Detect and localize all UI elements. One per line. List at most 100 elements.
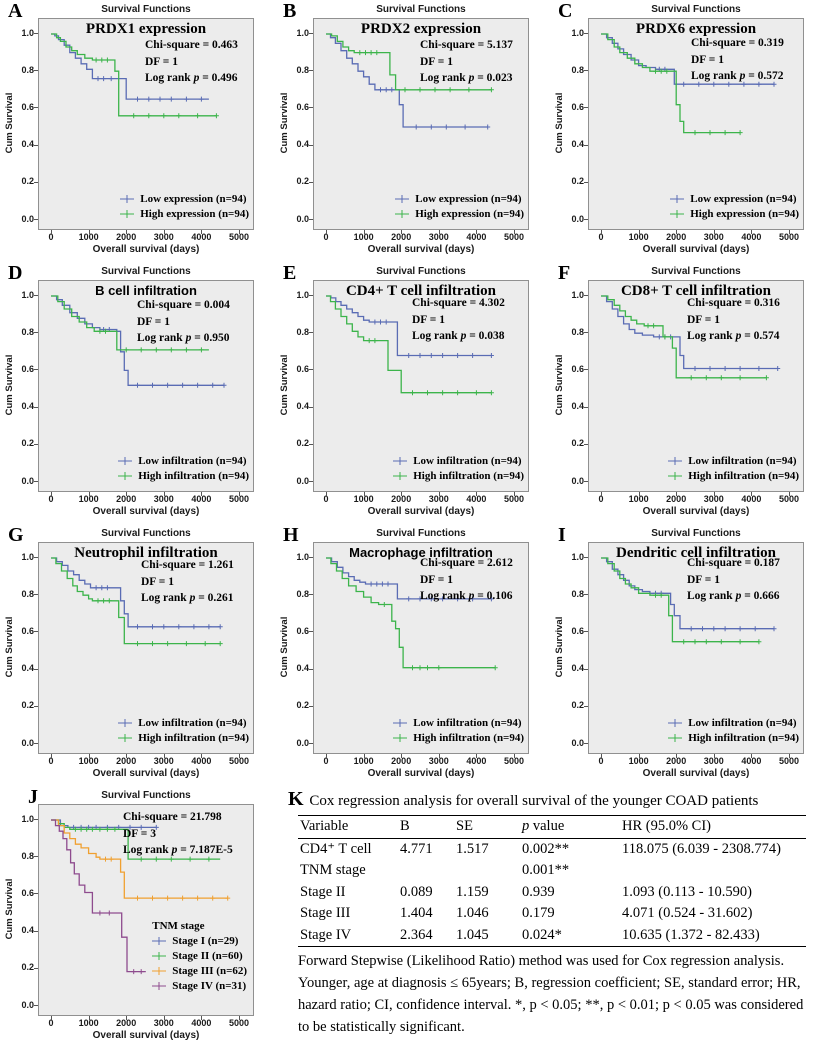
y-tick-label: 0.6	[21, 363, 34, 374]
censor-marks	[97, 328, 204, 353]
log-rank-stat: Log rank p = 0.023	[420, 72, 513, 85]
y-tick-mark	[309, 369, 313, 371]
legend-label: Low infiltration (n=94)	[688, 716, 797, 729]
y-tick-mark	[584, 144, 588, 146]
x-axis-label: Overall survival (days)	[92, 1030, 200, 1041]
y-tick-label: 0.8	[571, 326, 584, 337]
panel-c: C Survival Functions PRDX6 expression Ch…	[550, 0, 824, 258]
panel-b: B Survival Functions PRDX2 expression Ch…	[275, 0, 549, 258]
x-tick-mark	[476, 492, 478, 496]
y-tick-label: 0.2	[571, 438, 584, 449]
x-tick-mark	[789, 754, 790, 758]
x-tick-label: 3000	[703, 494, 724, 504]
df-stat: DF = 3	[123, 827, 156, 840]
panel-k: K Cox regression analysis for overall su…	[288, 788, 820, 1038]
legend-item: Stage III (n=62)	[150, 963, 247, 978]
y-tick-label: 0.0	[571, 213, 584, 224]
censor-marks	[645, 323, 769, 381]
y-tick-label: 1.0	[296, 289, 309, 300]
y-tick-label: 1.0	[21, 551, 34, 562]
x-tick-label: 4000	[466, 232, 487, 242]
legend-item: High expression (n=94)	[118, 206, 249, 221]
plot-title: B cell infiltration	[95, 283, 197, 298]
plot-area: PRDX6 expression Chi-square = 0.319 DF =…	[588, 18, 804, 230]
plot-title: Neutrophil infiltration	[74, 545, 218, 561]
panel-header: Survival Functions	[376, 266, 466, 277]
x-tick-mark	[126, 1016, 128, 1020]
y-tick-label: 0.4	[296, 401, 309, 412]
stats-block: Chi-square = 21.798 DF = 3 Log rank p = …	[123, 809, 233, 859]
y-tick-label: 0.8	[571, 64, 584, 75]
legend-item: High infiltration (n=94)	[116, 468, 249, 483]
legend-glyph-icon	[393, 733, 408, 742]
legend-label: Low infiltration (n=94)	[413, 454, 522, 467]
y-tick-label: 1.0	[21, 289, 34, 300]
table-cell: Stage II	[300, 883, 346, 900]
survival-curves-svg	[51, 557, 223, 647]
y-tick-mark	[34, 406, 38, 408]
y-tick-mark	[34, 856, 38, 858]
table-cell: 0.939	[522, 883, 555, 900]
x-tick-mark	[438, 230, 440, 234]
table-title-line: K Cox regression analysis for overall su…	[288, 788, 820, 811]
table-cell	[398, 860, 454, 882]
censor-marks	[95, 76, 204, 102]
df-stat: DF = 1	[137, 315, 170, 328]
legend-glyph-icon	[118, 718, 133, 727]
censor-marks	[653, 68, 743, 136]
x-tick-mark	[126, 492, 128, 496]
y-tick-mark	[34, 443, 38, 445]
x-tick-label: 0	[598, 756, 604, 766]
censor-marks	[357, 50, 494, 93]
x-tick-mark	[326, 754, 327, 758]
log-rank-stat: Log rank p = 0.950	[137, 332, 230, 345]
legend-label: Stage II (n=60)	[172, 949, 243, 962]
y-tick-mark	[309, 144, 313, 146]
x-tick-label: 5000	[228, 1018, 250, 1028]
x-tick-label: 2000	[666, 232, 687, 242]
y-tick-label: 0.8	[296, 326, 309, 337]
table-cell: 0.179	[522, 905, 555, 922]
y-tick-label: 0.2	[296, 176, 309, 187]
y-tick-mark	[584, 219, 588, 220]
x-tick-label: 3000	[703, 756, 724, 766]
censor-marks	[378, 87, 491, 130]
y-tick-label: 1.0	[571, 551, 584, 562]
y-tick-label: 0.2	[296, 700, 309, 711]
censor-marks	[97, 910, 144, 975]
survival-curves-svg	[51, 295, 227, 388]
y-tick-mark	[34, 144, 38, 146]
table-cell	[620, 860, 806, 882]
y-tick-mark	[584, 406, 588, 408]
y-tick-mark	[309, 443, 313, 445]
y-tick-label: 0.6	[21, 625, 34, 636]
table-cell: 1.159	[456, 883, 489, 900]
legend-glyph-icon	[152, 981, 167, 990]
panel-header: Survival Functions	[651, 266, 741, 277]
table-cell: 2.364	[400, 926, 433, 943]
x-tick-mark	[239, 230, 240, 234]
x-tick-label: 3000	[428, 756, 449, 766]
legend-item: High expression (n=94)	[393, 206, 524, 221]
legend-glyph-icon	[670, 194, 685, 203]
x-tick-label: 5000	[503, 756, 525, 766]
y-tick-label: 0.4	[296, 663, 309, 674]
x-tick-label: 5000	[228, 756, 250, 766]
panel-i: I Survival Functions Dendritic cell infi…	[550, 524, 824, 782]
y-tick-mark	[34, 481, 38, 482]
y-tick-label: 0.8	[21, 326, 34, 337]
table-cell: 118.075 (6.039 - 2308.774)	[622, 840, 781, 857]
x-tick-label: 3000	[153, 494, 174, 504]
legend-item: High infiltration (n=94)	[666, 730, 799, 745]
x-tick-label: 5000	[503, 232, 525, 242]
y-tick-label: 0.6	[571, 363, 584, 374]
panel-letter: B	[283, 0, 297, 22]
x-tick-mark	[239, 754, 240, 758]
x-tick-label: 3000	[428, 494, 449, 504]
survival-curve	[326, 295, 492, 394]
x-tick-label: 1000	[353, 756, 374, 766]
y-tick-label: 0.0	[296, 213, 309, 224]
panel-letter: I	[558, 524, 566, 546]
x-tick-mark	[51, 492, 52, 496]
panel-letter: A	[8, 0, 23, 22]
